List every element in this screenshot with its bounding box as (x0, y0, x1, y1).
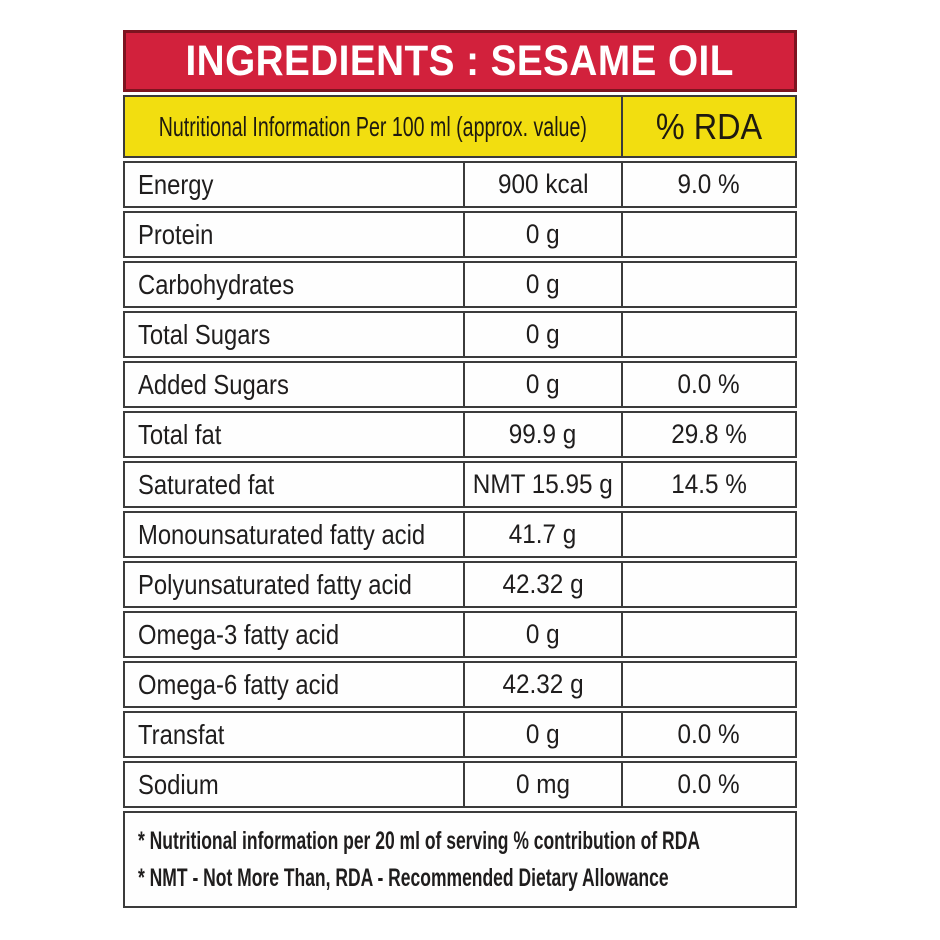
nutrient-name-text: Total fat (138, 418, 222, 450)
table-row-total-fat: Total fat 99.9 g 29.8 % (123, 411, 797, 458)
footnote-serving-text: * Nutritional information per 20 ml of s… (138, 826, 700, 855)
nutrient-rda (623, 213, 795, 256)
nutrient-name: Total Sugars (125, 313, 465, 356)
nutrient-value-text: 0 g (526, 319, 560, 349)
nutrient-rda: 14.5 % (623, 463, 795, 506)
table-row-protein: Protein 0 g (123, 211, 797, 258)
nutrient-value: 0 g (465, 713, 623, 756)
table-row-sodium: Sodium 0 mg 0.0 % (123, 761, 797, 808)
nutrient-name: Omega-3 fatty acid (125, 613, 465, 656)
table-row-added-sugars: Added Sugars 0 g 0.0 % (123, 361, 797, 408)
column-header-nutritional-info: Nutritional Information Per 100 ml (appr… (125, 97, 623, 156)
nutrient-rda: 9.0 % (623, 163, 795, 206)
nutrient-value: 0 mg (465, 763, 623, 806)
nutrient-name: Total fat (125, 413, 465, 456)
nutrient-name: Added Sugars (125, 363, 465, 406)
nutrient-value-text: 0 g (526, 619, 560, 649)
nutrient-name-text: Protein (138, 218, 214, 250)
nutrient-value: 0 g (465, 313, 623, 356)
nutrient-rda (623, 613, 795, 656)
nutrient-name: Saturated fat (125, 463, 465, 506)
nutrient-name: Monounsaturated fatty acid (125, 513, 465, 556)
nutrient-value-text: 99.9 g (509, 419, 577, 449)
nutrient-name: Sodium (125, 763, 465, 806)
nutrient-value-text: 0 g (526, 269, 560, 299)
nutrient-rda: 0.0 % (623, 763, 795, 806)
nutrient-rda-text: 0.0 % (677, 719, 741, 749)
nutrient-name-text: Added Sugars (138, 368, 289, 400)
nutrient-value-text: 0 g (526, 719, 560, 749)
nutrient-value: 0 g (465, 213, 623, 256)
nutrient-value: NMT 15.95 g (465, 463, 623, 506)
nutritional-info-label: Nutritional Information Per 100 ml (appr… (158, 110, 588, 142)
nutrient-value-text: 0 g (526, 369, 560, 399)
nutrient-rda-text: 9.0 % (677, 169, 741, 199)
nutrient-value-text: 41.7 g (509, 519, 577, 549)
nutrient-name-text: Energy (138, 168, 214, 200)
nutrient-value: 0 g (465, 263, 623, 306)
nutrition-label: INGREDIENTS : SESAME OIL Nutritional Inf… (123, 30, 797, 908)
rda-header-label: % RDA (655, 105, 763, 147)
nutrient-rda-text: 0.0 % (677, 769, 741, 799)
nutrient-name-text: Omega-3 fatty acid (138, 618, 340, 650)
nutrient-name-text: Sodium (138, 768, 219, 800)
nutrient-name-text: Omega-6 fatty acid (138, 668, 340, 700)
nutrient-value: 99.9 g (465, 413, 623, 456)
footnotes-box: * Nutritional information per 20 ml of s… (123, 811, 797, 908)
table-row-total-sugars: Total Sugars 0 g (123, 311, 797, 358)
nutrient-rda: 0.0 % (623, 363, 795, 406)
footnote-abbreviations-text: * NMT - Not More Than, RDA - Recommended… (138, 863, 669, 892)
nutrient-value: 42.32 g (465, 563, 623, 606)
nutrient-name: Omega-6 fatty acid (125, 663, 465, 706)
nutrient-value: 42.32 g (465, 663, 623, 706)
footnote-line: * NMT - Not More Than, RDA - Recommended… (138, 864, 795, 893)
ingredients-title: INGREDIENTS : SESAME OIL (185, 36, 735, 85)
nutrient-value: 900 kcal (465, 163, 623, 206)
nutrient-rda (623, 263, 795, 306)
nutrient-rda-text: 29.8 % (671, 419, 747, 449)
nutrient-name-text: Monounsaturated fatty acid (138, 518, 426, 550)
nutrient-rda-text: 14.5 % (671, 469, 747, 499)
footnote-line: * Nutritional information per 20 ml of s… (138, 827, 795, 856)
ingredients-header-band: INGREDIENTS : SESAME OIL (123, 30, 797, 92)
nutrient-value: 0 g (465, 363, 623, 406)
nutrient-rda: 0.0 % (623, 713, 795, 756)
nutrient-value-text: 900 kcal (497, 169, 589, 199)
table-row-omega3: Omega-3 fatty acid 0 g (123, 611, 797, 658)
nutrient-rda (623, 313, 795, 356)
nutrient-rda (623, 663, 795, 706)
nutrient-value-text: 0 mg (515, 769, 571, 799)
table-row-transfat: Transfat 0 g 0.0 % (123, 711, 797, 758)
nutrient-value-text: NMT 15.95 g (472, 469, 614, 499)
nutrient-name: Polyunsaturated fatty acid (125, 563, 465, 606)
table-row-energy: Energy 900 kcal 9.0 % (123, 161, 797, 208)
nutrient-name-text: Total Sugars (138, 318, 271, 350)
nutrient-value: 41.7 g (465, 513, 623, 556)
nutrient-name: Protein (125, 213, 465, 256)
nutrient-value-text: 0 g (526, 219, 560, 249)
nutrient-name: Transfat (125, 713, 465, 756)
column-header-rda: % RDA (623, 97, 795, 156)
table-row-carbohydrates: Carbohydrates 0 g (123, 261, 797, 308)
table-row-omega6: Omega-6 fatty acid 42.32 g (123, 661, 797, 708)
nutrient-name: Carbohydrates (125, 263, 465, 306)
nutrient-name-text: Carbohydrates (138, 268, 295, 300)
table-header-row: Nutritional Information Per 100 ml (appr… (123, 95, 797, 158)
nutrient-value: 0 g (465, 613, 623, 656)
nutrient-rda: 29.8 % (623, 413, 795, 456)
nutrient-value-text: 42.32 g (502, 669, 584, 699)
table-row-polyunsaturated: Polyunsaturated fatty acid 42.32 g (123, 561, 797, 608)
table-row-saturated-fat: Saturated fat NMT 15.95 g 14.5 % (123, 461, 797, 508)
nutrient-value-text: 42.32 g (502, 569, 584, 599)
nutrient-name-text: Saturated fat (138, 468, 275, 500)
nutrient-name-text: Transfat (138, 718, 225, 750)
nutrient-rda-text: 0.0 % (677, 369, 741, 399)
nutrient-rda (623, 563, 795, 606)
table-row-monounsaturated: Monounsaturated fatty acid 41.7 g (123, 511, 797, 558)
nutrient-name-text: Polyunsaturated fatty acid (138, 568, 412, 600)
nutrient-name: Energy (125, 163, 465, 206)
nutrient-rda (623, 513, 795, 556)
